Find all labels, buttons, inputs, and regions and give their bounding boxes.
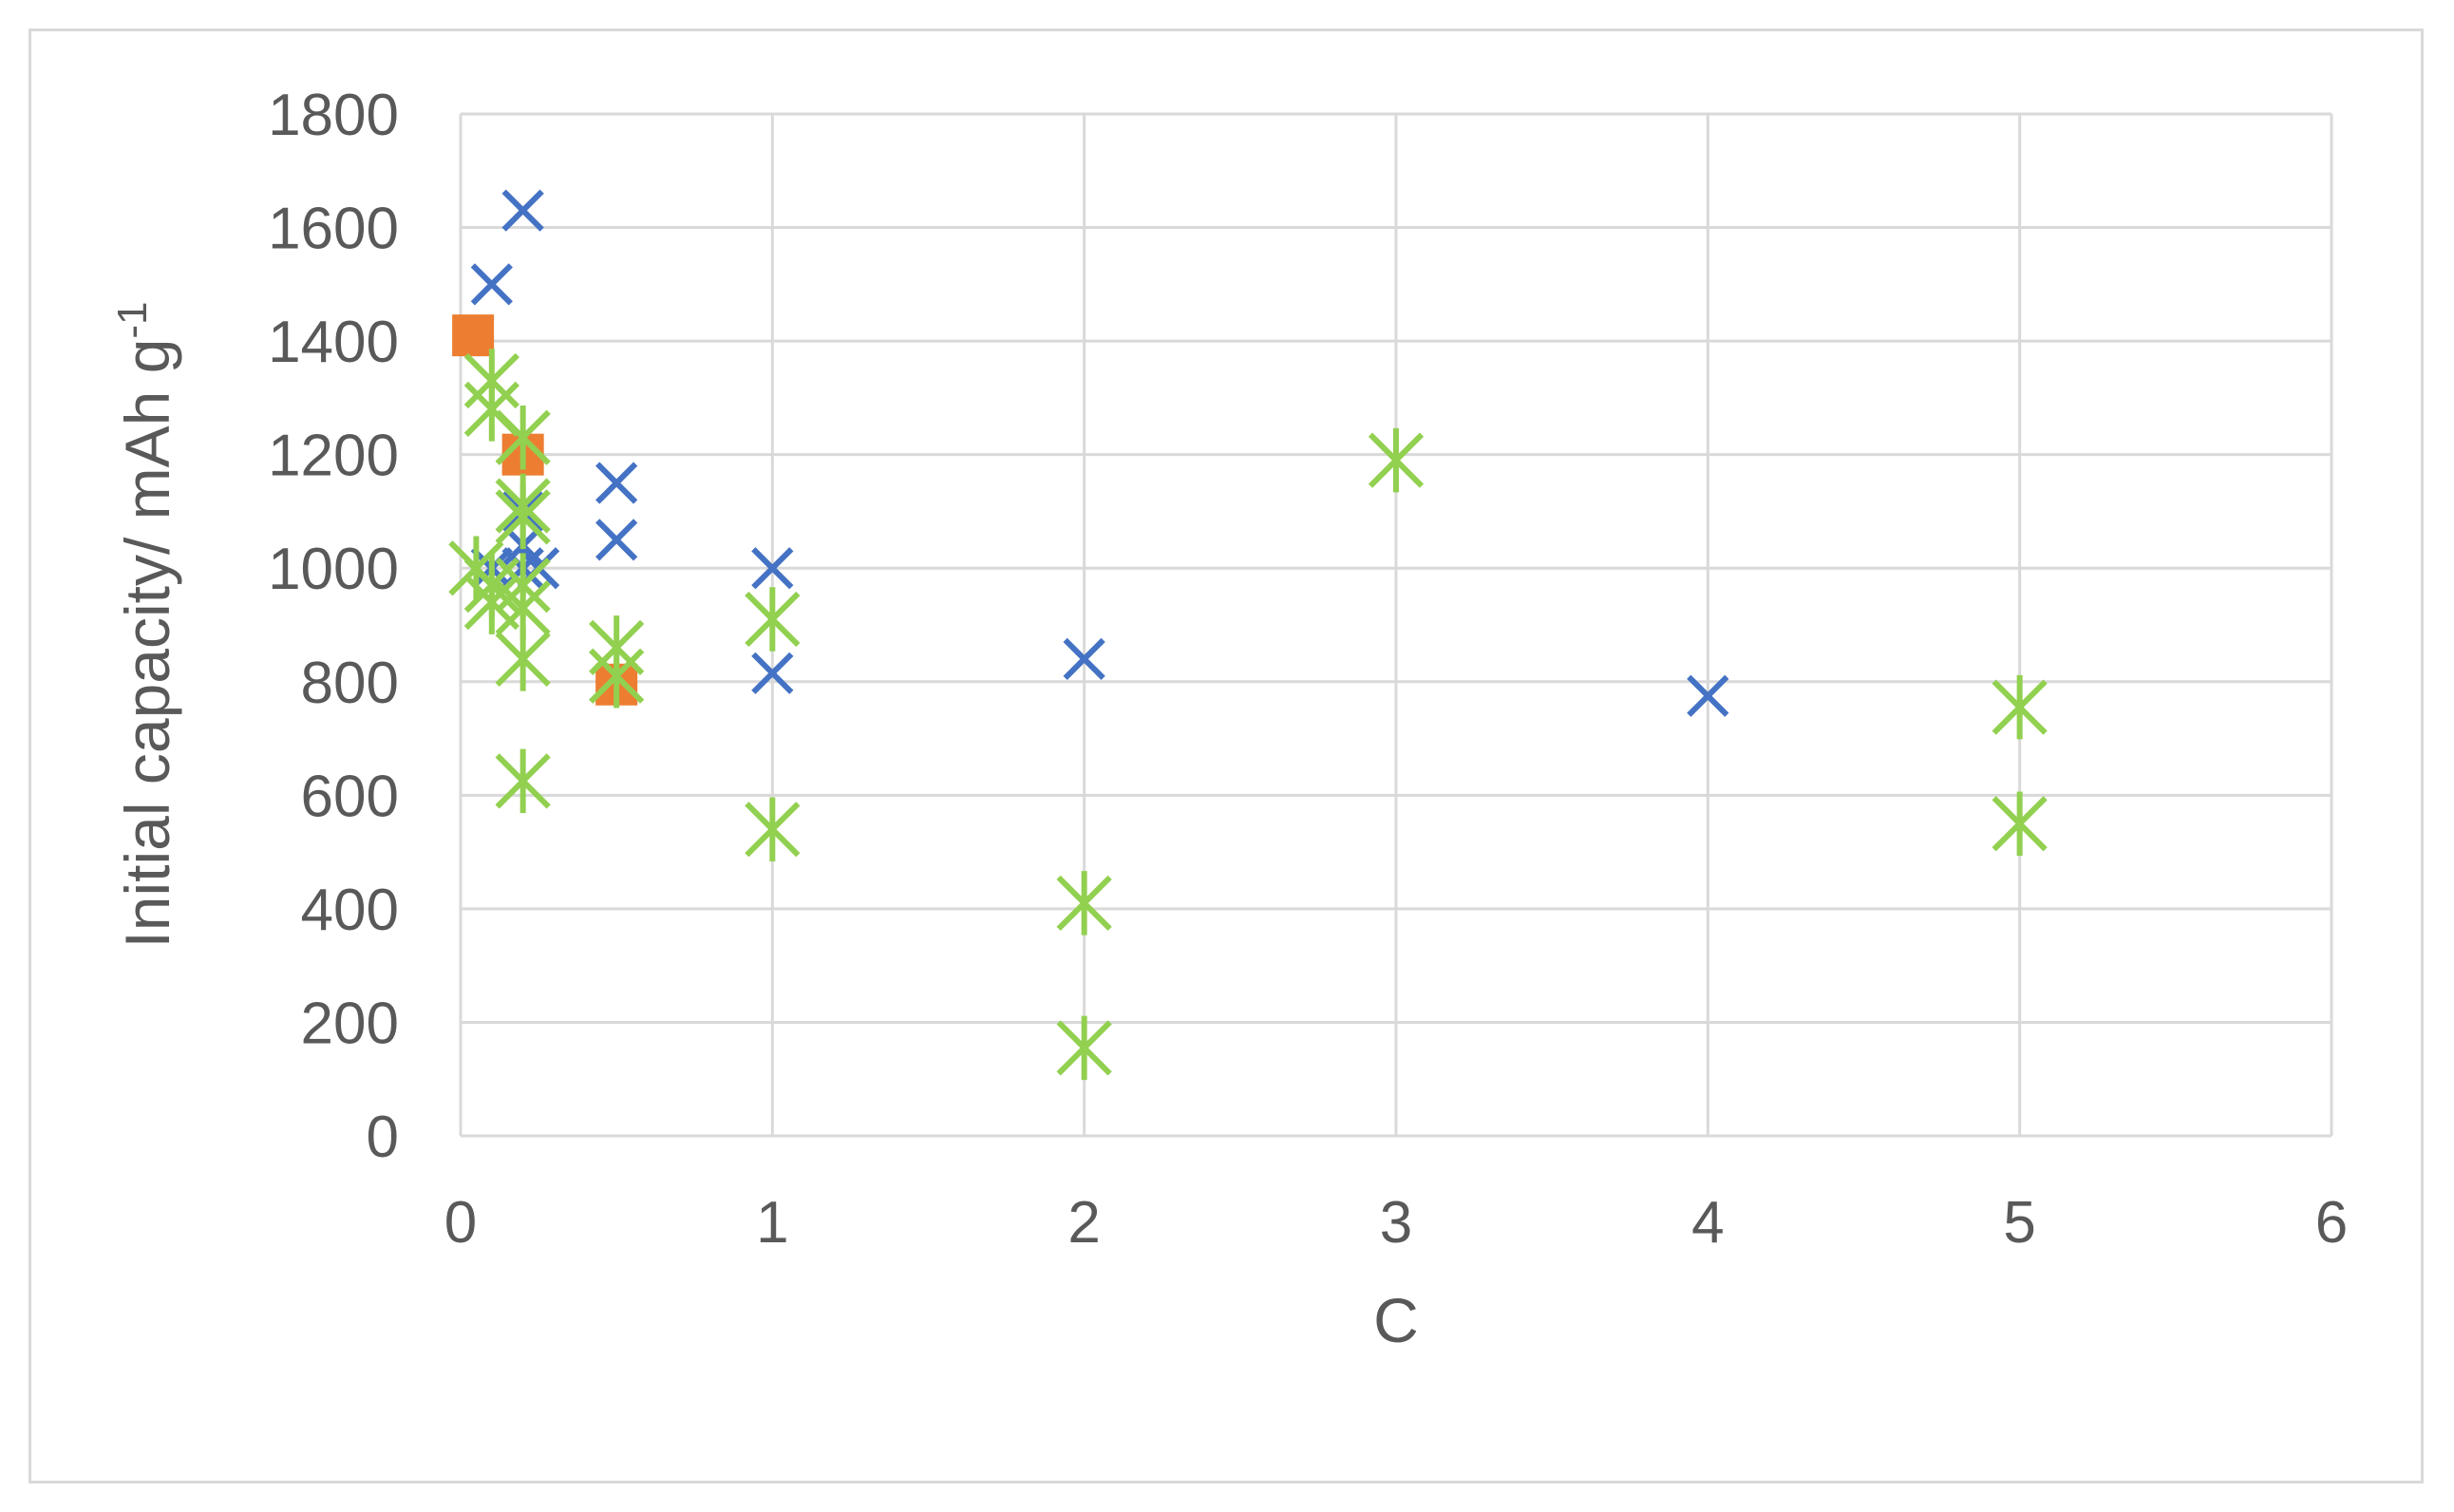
star-point — [745, 587, 801, 652]
x-tick-label: 3 — [1380, 1190, 1412, 1256]
x-tick-label: 6 — [2315, 1190, 2348, 1256]
x-point — [595, 462, 638, 504]
series-2 — [448, 349, 2048, 1081]
x-axis-title: C — [1373, 1285, 1419, 1355]
x-point — [501, 189, 544, 232]
star-point — [1992, 674, 2048, 740]
star-point — [463, 377, 519, 442]
x-tick-label: 1 — [756, 1190, 788, 1256]
x-point — [751, 652, 794, 694]
x-tick-label: 4 — [1691, 1190, 1724, 1256]
chart-frame: 0 200 400 600 800 1000 1200 1400 1600 1800 0 1 2 3 4 5 6… — [28, 28, 2424, 1484]
y-axis-title-main: Initial capacity/ mAh g — [112, 339, 182, 949]
data-points — [448, 189, 2048, 1081]
x-tick-label: 5 — [2003, 1190, 2035, 1256]
star-point — [1992, 791, 2048, 856]
star-point — [495, 748, 551, 814]
star-point — [1368, 427, 1425, 493]
star-point — [495, 405, 551, 470]
series-1 — [452, 314, 638, 706]
x-point — [1063, 637, 1105, 680]
tick-labels: 0 200 400 600 800 1000 1200 1400 1600 1800 0 1 2 3 4 5 6 — [268, 83, 2348, 1256]
star-point — [495, 627, 551, 691]
star-point — [495, 484, 551, 550]
y-tick-label: 800 — [301, 651, 399, 716]
y-axis-title: Initial capacity/ mAh g-1 — [109, 301, 183, 948]
y-tick-label: 400 — [301, 878, 399, 943]
square-point — [452, 314, 495, 357]
y-tick-label: 0 — [367, 1105, 399, 1170]
y-tick-label: 200 — [301, 991, 399, 1056]
y-tick-label: 1200 — [268, 424, 399, 489]
star-point — [1056, 871, 1112, 936]
x-point — [595, 519, 638, 561]
star-point — [1056, 1015, 1112, 1081]
y-tick-label: 1600 — [268, 197, 399, 262]
star-point — [589, 644, 645, 709]
x-point — [751, 547, 794, 590]
y-tick-label: 1000 — [268, 537, 399, 602]
grid-lines — [459, 112, 2333, 1138]
x-point — [470, 263, 513, 306]
scatter-chart: 0 200 400 600 800 1000 1200 1400 1600 1800 0 1 2 3 4 5 6… — [109, 83, 2349, 1355]
y-tick-label: 1400 — [268, 310, 399, 375]
y-tick-label: 600 — [301, 764, 399, 829]
y-axis-title-superscript: -1 — [109, 301, 156, 338]
star-point — [745, 797, 801, 861]
y-tick-label: 1800 — [268, 83, 399, 148]
x-tick-label: 2 — [1067, 1190, 1100, 1256]
x-tick-label: 0 — [444, 1190, 477, 1256]
x-point — [1687, 674, 1729, 717]
